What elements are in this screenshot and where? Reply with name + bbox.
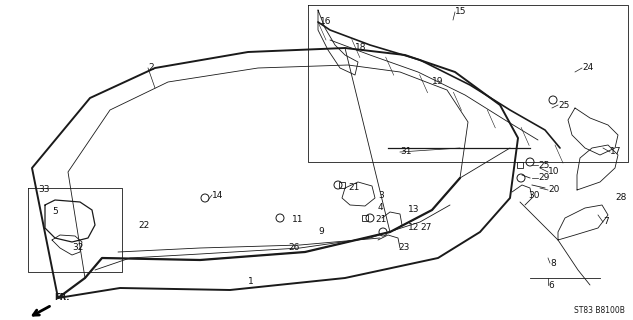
Text: ST83 B8100B: ST83 B8100B: [574, 306, 625, 315]
Text: 26: 26: [288, 244, 299, 252]
Text: 22: 22: [138, 220, 149, 229]
Text: 32: 32: [72, 244, 84, 252]
Text: 7: 7: [603, 218, 609, 227]
Text: 1: 1: [248, 276, 254, 285]
Text: 19: 19: [432, 77, 444, 86]
Text: 13: 13: [408, 205, 420, 214]
Text: 2: 2: [148, 63, 154, 73]
Text: 31: 31: [400, 148, 411, 156]
Text: 29: 29: [538, 173, 549, 182]
Text: 18: 18: [355, 44, 367, 52]
Text: 28: 28: [615, 194, 627, 203]
Text: 9: 9: [318, 228, 323, 236]
Text: FR.: FR.: [54, 293, 70, 302]
Text: 25: 25: [538, 161, 549, 170]
Text: 6: 6: [548, 281, 554, 290]
Bar: [339, 182, 345, 188]
Text: 11: 11: [292, 215, 303, 225]
Text: 15: 15: [455, 7, 467, 17]
Text: 14: 14: [212, 190, 223, 199]
Text: 30: 30: [528, 190, 539, 199]
Text: 25: 25: [558, 100, 569, 109]
Text: 33: 33: [38, 186, 49, 195]
Text: 10: 10: [548, 167, 560, 177]
Text: 23: 23: [398, 244, 410, 252]
Text: 17: 17: [610, 148, 622, 156]
Text: 12: 12: [408, 223, 420, 233]
Text: 21: 21: [375, 215, 386, 225]
Text: 3: 3: [378, 191, 384, 201]
Text: 21: 21: [348, 183, 360, 193]
Text: 24: 24: [582, 63, 593, 73]
Text: 27: 27: [420, 223, 431, 233]
Text: 8: 8: [550, 259, 556, 268]
Text: 5: 5: [52, 207, 58, 217]
Text: 20: 20: [548, 186, 560, 195]
Text: 4: 4: [378, 203, 384, 212]
Text: 16: 16: [320, 18, 332, 27]
Bar: [517, 162, 523, 168]
Bar: [362, 215, 368, 221]
